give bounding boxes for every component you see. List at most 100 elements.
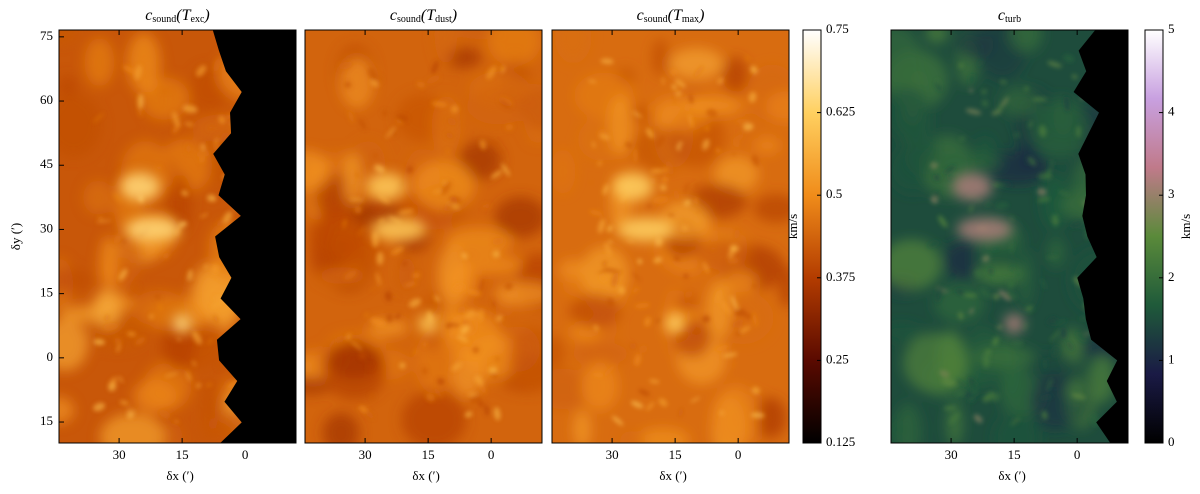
colorbar-tick-label: 4 bbox=[1168, 104, 1175, 119]
map-filament bbox=[338, 61, 353, 70]
map-filament bbox=[672, 92, 676, 106]
map-filament bbox=[358, 118, 367, 130]
map-filament bbox=[1010, 266, 1015, 271]
map-filament bbox=[958, 62, 964, 69]
colorbar-tick-label: 0.125 bbox=[826, 434, 855, 449]
map-hotspot bbox=[366, 172, 407, 201]
map-hotspots bbox=[613, 172, 686, 334]
map-filament bbox=[216, 220, 223, 227]
map-filament bbox=[647, 203, 651, 209]
map-blob bbox=[572, 342, 629, 366]
map-filament bbox=[677, 141, 683, 146]
map-filament bbox=[1037, 187, 1047, 196]
map-filament bbox=[462, 320, 468, 325]
title-part: c bbox=[145, 7, 152, 24]
map-blob bbox=[342, 151, 362, 205]
map-hotspots bbox=[366, 172, 439, 334]
masked-region bbox=[1073, 30, 1128, 443]
map-blob bbox=[972, 344, 1035, 369]
map-filament bbox=[637, 258, 643, 265]
panel-title: csound(Tmax) bbox=[637, 7, 705, 26]
map-filament bbox=[354, 205, 362, 214]
panel-title: cturb bbox=[998, 7, 1021, 26]
map-filament bbox=[630, 400, 644, 409]
map-filament bbox=[971, 381, 978, 396]
map-filament bbox=[357, 226, 366, 236]
map-filament bbox=[367, 67, 378, 82]
map-filament bbox=[748, 91, 757, 103]
map-filament bbox=[992, 277, 1007, 281]
map-filament bbox=[117, 375, 124, 383]
x-tick-label: 0 bbox=[735, 447, 742, 462]
map-blob bbox=[581, 361, 619, 412]
y-tick-label: 15 bbox=[40, 413, 53, 428]
map-filament bbox=[501, 163, 511, 177]
map-blob bbox=[83, 180, 114, 215]
map-filament bbox=[1032, 97, 1048, 102]
map-hotspot bbox=[617, 217, 674, 242]
map-hotspot bbox=[665, 313, 686, 334]
map-filament bbox=[948, 412, 960, 425]
map-filament bbox=[694, 196, 699, 206]
map-filament bbox=[445, 132, 454, 139]
colorbar-label: km/s bbox=[785, 214, 800, 239]
map-blob bbox=[636, 427, 690, 443]
map-filament bbox=[1049, 160, 1054, 166]
map-filament bbox=[944, 165, 956, 175]
map-filament bbox=[982, 391, 995, 403]
map-filament bbox=[968, 205, 974, 212]
map-filament bbox=[200, 143, 206, 151]
map-filament bbox=[159, 409, 171, 419]
map-filament bbox=[404, 282, 418, 287]
map-filament bbox=[997, 105, 1003, 112]
map-filament bbox=[401, 260, 408, 267]
map-filament bbox=[638, 345, 648, 354]
map-filament bbox=[999, 79, 1007, 85]
map-filament bbox=[149, 314, 154, 319]
map-filament bbox=[461, 253, 468, 259]
title-part: ) bbox=[698, 7, 704, 24]
map-filament bbox=[661, 77, 665, 86]
map-image bbox=[891, 30, 1128, 443]
map-filament bbox=[589, 210, 603, 216]
map-filament bbox=[676, 145, 681, 151]
x-tick-label: 0 bbox=[488, 447, 495, 462]
map-blob bbox=[651, 38, 670, 77]
y-tick-label: 60 bbox=[40, 92, 53, 107]
map-filament bbox=[499, 98, 511, 109]
map-filament bbox=[735, 331, 742, 336]
map-filament bbox=[690, 396, 701, 403]
map-filament bbox=[1071, 74, 1078, 80]
map-hotspot bbox=[952, 172, 993, 201]
map-filament bbox=[655, 317, 661, 324]
map-filament bbox=[591, 373, 605, 377]
map-blob bbox=[891, 417, 901, 442]
map-filament bbox=[487, 140, 500, 146]
map-blob bbox=[943, 241, 985, 280]
title-part: c bbox=[998, 7, 1005, 24]
map-filament bbox=[954, 391, 966, 397]
map-blob bbox=[669, 48, 724, 80]
map-filament bbox=[412, 272, 420, 279]
panel-frame bbox=[551, 29, 790, 444]
map-blob bbox=[59, 92, 102, 158]
map-filament bbox=[958, 136, 966, 141]
map-filament bbox=[381, 109, 389, 117]
map-filament bbox=[478, 309, 484, 322]
map-filament bbox=[1013, 132, 1020, 138]
map-filament bbox=[464, 411, 473, 418]
map-filament bbox=[700, 150, 704, 155]
map-filament bbox=[206, 382, 212, 387]
map-filament bbox=[1076, 331, 1086, 343]
map-filament bbox=[350, 340, 363, 351]
map-blob bbox=[398, 255, 416, 292]
x-tick-label: 15 bbox=[669, 447, 682, 462]
map-filament bbox=[660, 184, 667, 191]
map-filament bbox=[373, 202, 384, 212]
map-filament bbox=[981, 89, 987, 94]
map-filament bbox=[941, 378, 956, 387]
map-filament bbox=[732, 319, 744, 328]
map-filament bbox=[445, 149, 451, 155]
map-filament bbox=[447, 117, 457, 126]
map-filament bbox=[597, 268, 610, 274]
